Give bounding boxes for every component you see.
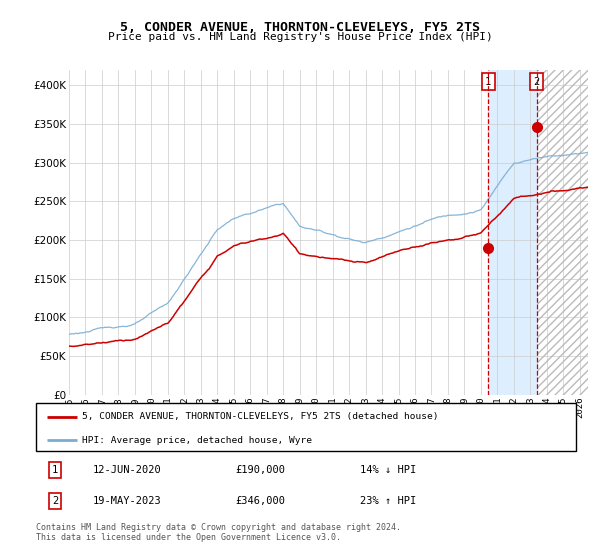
Text: 19-MAY-2023: 19-MAY-2023 <box>92 496 161 506</box>
Text: 2: 2 <box>533 77 540 87</box>
Text: 12-JUN-2020: 12-JUN-2020 <box>92 465 161 475</box>
Text: Contains HM Land Registry data © Crown copyright and database right 2024.
This d: Contains HM Land Registry data © Crown c… <box>36 522 401 542</box>
Text: 14% ↓ HPI: 14% ↓ HPI <box>360 465 416 475</box>
Text: £190,000: £190,000 <box>236 465 286 475</box>
Bar <box>536 70 588 395</box>
Text: 23% ↑ HPI: 23% ↑ HPI <box>360 496 416 506</box>
Text: 2: 2 <box>52 496 58 506</box>
Bar <box>536 70 588 395</box>
Text: 1: 1 <box>52 465 58 475</box>
Text: 5, CONDER AVENUE, THORNTON-CLEVELEYS, FY5 2TS: 5, CONDER AVENUE, THORNTON-CLEVELEYS, FY… <box>120 21 480 34</box>
Text: Price paid vs. HM Land Registry's House Price Index (HPI): Price paid vs. HM Land Registry's House … <box>107 32 493 43</box>
Text: 5, CONDER AVENUE, THORNTON-CLEVELEYS, FY5 2TS (detached house): 5, CONDER AVENUE, THORNTON-CLEVELEYS, FY… <box>82 412 439 421</box>
Text: £346,000: £346,000 <box>236 496 286 506</box>
FancyBboxPatch shape <box>36 403 576 451</box>
Bar <box>488 70 536 395</box>
Text: 1: 1 <box>485 77 491 87</box>
Text: HPI: Average price, detached house, Wyre: HPI: Average price, detached house, Wyre <box>82 436 312 445</box>
